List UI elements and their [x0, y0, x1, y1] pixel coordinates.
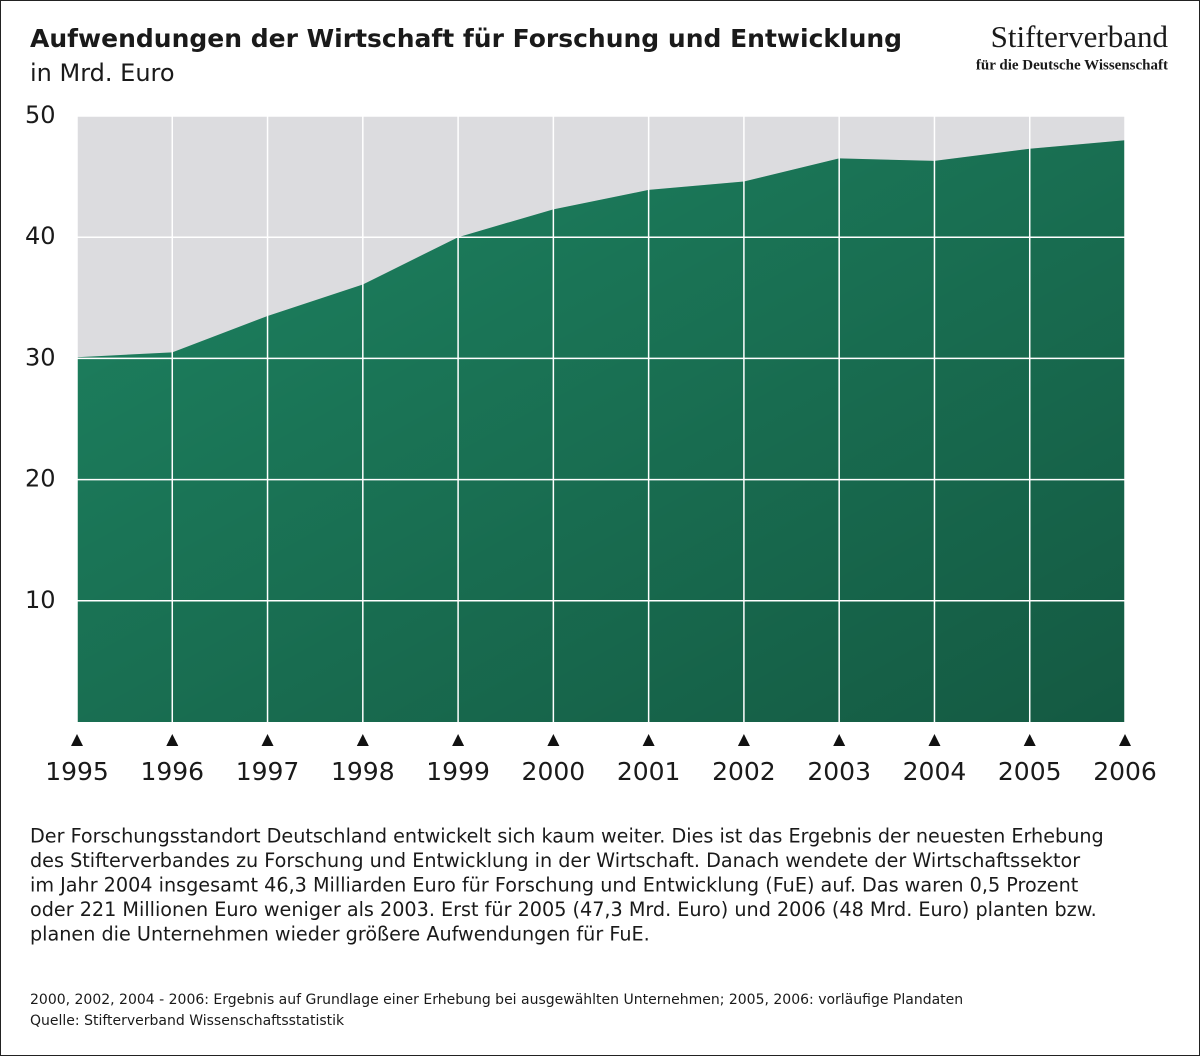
description-line: im Jahr 2004 insgesamt 46,3 Milliarden E… [30, 874, 1079, 897]
tick-marker [642, 734, 655, 746]
tick-marker [71, 734, 83, 746]
x-tick-label: 1999 [426, 757, 490, 786]
description-line: oder 221 Millionen Euro weniger als 2003… [30, 898, 1097, 921]
x-tick-label: 2005 [998, 757, 1062, 786]
x-tick-label: 2001 [617, 757, 681, 786]
chart-title: Aufwendungen der Wirtschaft für Forschun… [30, 24, 902, 53]
tick-marker [166, 734, 179, 746]
x-tick-label: 2003 [807, 757, 871, 786]
y-tick-label: 30 [25, 343, 56, 371]
x-tick-label: 2006 [1093, 757, 1157, 786]
tick-marker [356, 734, 369, 746]
tick-marker [452, 734, 465, 746]
tick-marker [928, 734, 941, 746]
logo-tagline: für die Deutsche Wissenschaft [976, 57, 1168, 73]
y-tick-label: 20 [25, 465, 56, 493]
description-line: Der Forschungsstandort Deutschland entwi… [30, 825, 1104, 848]
tick-marker [1119, 734, 1131, 746]
footnote: 2000, 2002, 2004 - 2006: Ergebnis auf Gr… [30, 992, 963, 1008]
tick-marker [547, 734, 560, 746]
chart-subtitle: in Mrd. Euro [30, 59, 175, 87]
x-tick-label: 2002 [712, 757, 776, 786]
x-tick-label: 1997 [236, 757, 300, 786]
tick-marker [833, 734, 846, 746]
x-tick-label: 2000 [522, 757, 586, 786]
footnote: Quelle: Stifterverband Wissenschaftsstat… [30, 1013, 345, 1029]
y-tick-label: 40 [25, 222, 56, 250]
tick-marker [737, 734, 750, 746]
x-tick-label: 1998 [331, 757, 395, 786]
y-tick-label: 50 [25, 101, 56, 129]
description-line: planen die Unternehmen wieder größere Au… [30, 923, 650, 946]
tick-marker [261, 734, 274, 746]
description-line: des Stifterverbandes zu Forschung und En… [30, 849, 1080, 872]
x-tick-label: 1996 [140, 757, 204, 786]
logo-name: Stifterverband [991, 19, 1169, 54]
y-tick-label: 10 [25, 586, 56, 614]
tick-marker [1023, 734, 1036, 746]
x-tick-label: 2004 [903, 757, 967, 786]
x-tick-label: 1995 [45, 757, 109, 786]
area-shade [77, 140, 1125, 723]
